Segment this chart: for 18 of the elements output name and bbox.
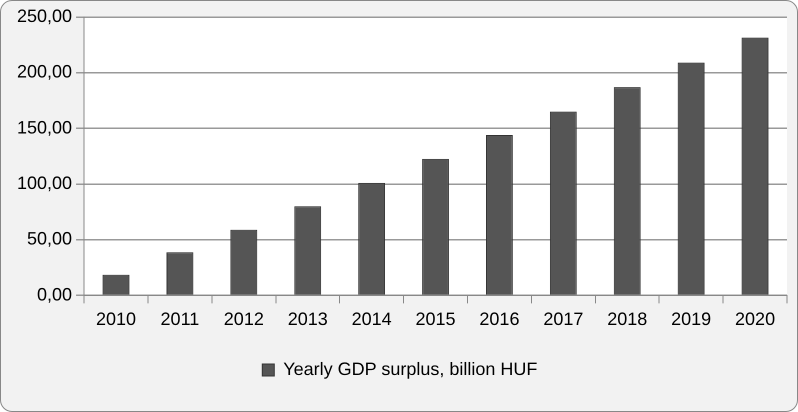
y-tick-label: 200,00 <box>16 62 72 82</box>
x-tick-label: 2011 <box>160 309 200 330</box>
x-tick-label: 2015 <box>416 309 456 330</box>
y-tick-label: 250,00 <box>16 6 72 26</box>
x-tick-label: 2014 <box>352 309 392 330</box>
x-tick-label: 2020 <box>735 309 776 330</box>
x-tick-label: 2018 <box>607 309 648 330</box>
y-tick-label: 100,00 <box>16 173 72 194</box>
y-tick-label: 0,00 <box>37 284 72 304</box>
x-tick-label: 2019 <box>671 309 712 330</box>
x-tick-label: 2017 <box>543 309 584 330</box>
x-tick-label: 2016 <box>479 309 520 330</box>
y-tick-label: 150,00 <box>16 117 72 138</box>
legend-label: Yearly GDP surplus, billion HUF <box>283 358 538 379</box>
x-tick-label: 2012 <box>224 309 264 330</box>
y-tick-label: 50,00 <box>27 228 72 249</box>
x-tick-label: 2010 <box>96 309 136 330</box>
x-tick-label: 2013 <box>288 309 328 330</box>
